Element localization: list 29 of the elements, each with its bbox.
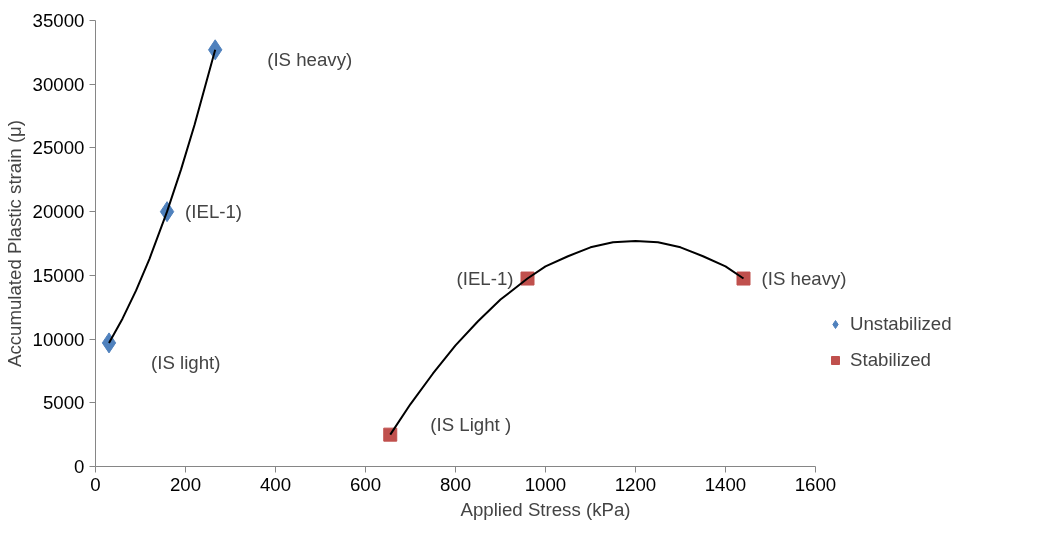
x-tick-label: 800 bbox=[439, 473, 472, 495]
legend-label: Unstabilized bbox=[850, 313, 952, 335]
y-tick-label: 20000 bbox=[32, 201, 85, 223]
annotation: (IEL-1) bbox=[185, 201, 243, 223]
point bbox=[101, 332, 117, 354]
y-tick-label: 5000 bbox=[43, 392, 85, 414]
y-tick-label: 15000 bbox=[32, 264, 85, 286]
point bbox=[736, 271, 751, 286]
annotation: (IS Light ) bbox=[430, 414, 512, 436]
x-tick-label: 1600 bbox=[794, 473, 837, 495]
y-tick-label: 0 bbox=[74, 456, 85, 477]
legend-label: Stabilized bbox=[850, 349, 931, 371]
annotation: (IS heavy) bbox=[267, 49, 353, 71]
x-tick-label: 600 bbox=[349, 473, 382, 495]
y-tick-label: 35000 bbox=[32, 10, 85, 31]
y-axis-title: Accumulated Plastic strain (μ) bbox=[3, 119, 25, 368]
x-tick-label: 1200 bbox=[614, 473, 657, 495]
x-tick-label: 1000 bbox=[524, 473, 567, 495]
x-tick-label: 0 bbox=[90, 473, 101, 495]
annotation: (IS light) bbox=[151, 352, 221, 374]
y-tick-label: 25000 bbox=[32, 137, 85, 159]
x-tick-label: 200 bbox=[169, 473, 202, 495]
y-tick-label: 10000 bbox=[32, 328, 85, 350]
y-tick-label: 30000 bbox=[32, 73, 85, 95]
x-axis-title: Applied Stress (kPa) bbox=[460, 498, 631, 520]
x-tick-label: 1400 bbox=[704, 473, 747, 495]
annotation: (IS heavy) bbox=[761, 268, 847, 290]
x-tick-label: 400 bbox=[259, 473, 292, 495]
annotation: (IEL-1) bbox=[456, 268, 514, 290]
